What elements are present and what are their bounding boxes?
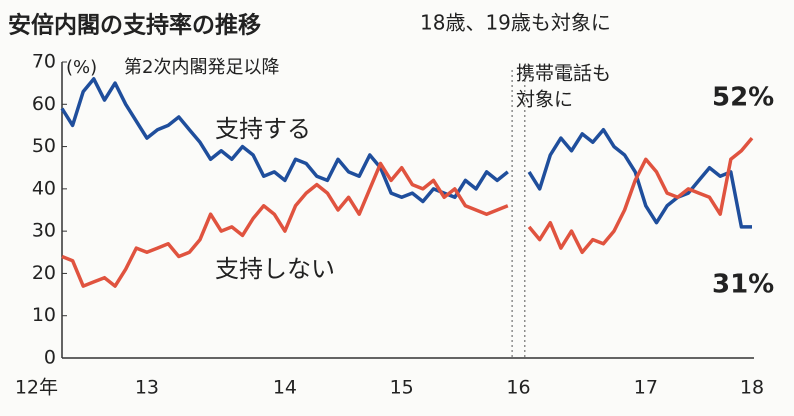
y-tick-label: 20 (32, 262, 56, 284)
y-tick-label: 50 (32, 135, 56, 157)
y-tick-label: 10 (32, 304, 56, 326)
x-tick-label: 13 (135, 377, 159, 399)
chart-subtitle: 第2次内閣発足以降 (124, 57, 279, 78)
x-tick-label: 14 (273, 377, 297, 399)
value-label: 52% (712, 83, 774, 113)
series-label: 支持する (215, 115, 311, 143)
x-tick-label: 18 (740, 377, 764, 399)
y-tick-label: 70 (32, 51, 56, 73)
x-tick-label: 16 (506, 377, 530, 399)
series-line (61, 136, 754, 288)
annotation: 対象に (516, 89, 573, 111)
series-line (60, 77, 752, 229)
series-label: 支持しない (215, 255, 335, 283)
annotation: 携帯電話も (516, 63, 611, 85)
y-tick-label: 60 (32, 93, 56, 115)
x-tick-label: 12年 (15, 377, 58, 399)
x-tick-label: 15 (390, 377, 414, 399)
value-label: 31% (712, 270, 774, 300)
annotation: 18歳、19歳も対象に (420, 11, 611, 35)
chart-title: 安倍内閣の支持率の推移 (8, 12, 261, 39)
y-tick-label: 30 (32, 220, 56, 242)
y-tick-label: 40 (32, 177, 56, 199)
y-tick-label: 0 (44, 347, 56, 369)
x-tick-label: 17 (634, 377, 658, 399)
y-unit: (%) (66, 57, 97, 78)
